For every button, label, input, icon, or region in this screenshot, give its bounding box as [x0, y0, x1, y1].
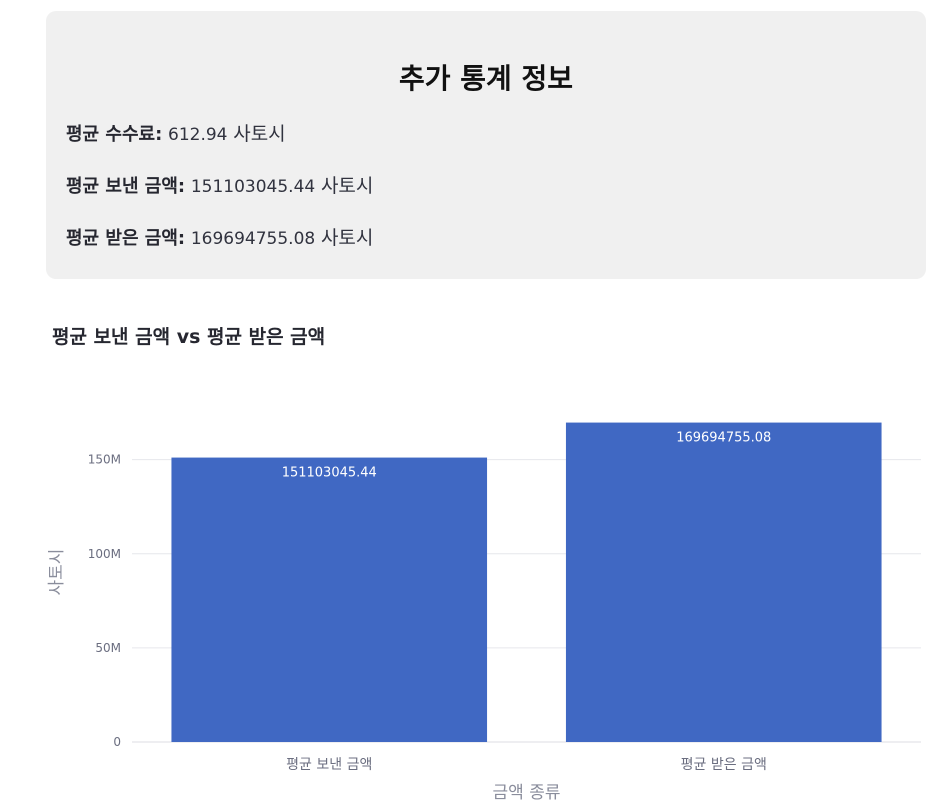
y-tick-label: 0 — [113, 735, 121, 749]
stat-label: 평균 보낸 금액: — [66, 176, 186, 197]
stat-label: 평균 수수료: — [66, 124, 163, 145]
bar-data-label: 169694755.08 — [676, 431, 771, 446]
y-tick-label: 100M — [88, 547, 121, 561]
stat-average-sent: 평균 보낸 금액: 151103045.44 사토시 — [66, 171, 373, 198]
x-axis-title: 금액 종류 — [493, 783, 561, 803]
y-tick-label: 50M — [95, 641, 121, 655]
bar — [171, 457, 488, 742]
stats-title: 추가 통계 정보 — [398, 62, 574, 95]
stat-unit: 사토시 — [320, 175, 374, 197]
bar-data-label: 151103045.44 — [282, 466, 377, 481]
stats-card: 추가 통계 정보 평균 수수료: 612.94 사토시 평균 보낸 금액: 15… — [46, 11, 926, 279]
x-tick-label: 평균 보낸 금액 — [286, 757, 372, 773]
stat-value: 151103045.44 — [190, 177, 316, 197]
stat-average-fee: 평균 수수료: 612.94 사토시 — [66, 119, 286, 146]
stat-label: 평균 받은 금액: — [66, 228, 186, 249]
stat-unit: 사토시 — [320, 227, 374, 249]
bar — [565, 422, 882, 742]
y-axis-title: 사토시 — [47, 549, 67, 596]
stat-value: 612.94 — [168, 125, 228, 145]
stat-average-received: 평균 받은 금액: 169694755.08 사토시 — [66, 223, 373, 250]
x-tick-label: 평균 받은 금액 — [681, 757, 767, 773]
chart-heading: 평균 보낸 금액 vs 평균 받은 금액 — [52, 326, 326, 348]
stat-value: 169694755.08 — [190, 229, 316, 249]
stat-unit: 사토시 — [233, 123, 286, 145]
y-tick-label: 150M — [88, 453, 121, 467]
